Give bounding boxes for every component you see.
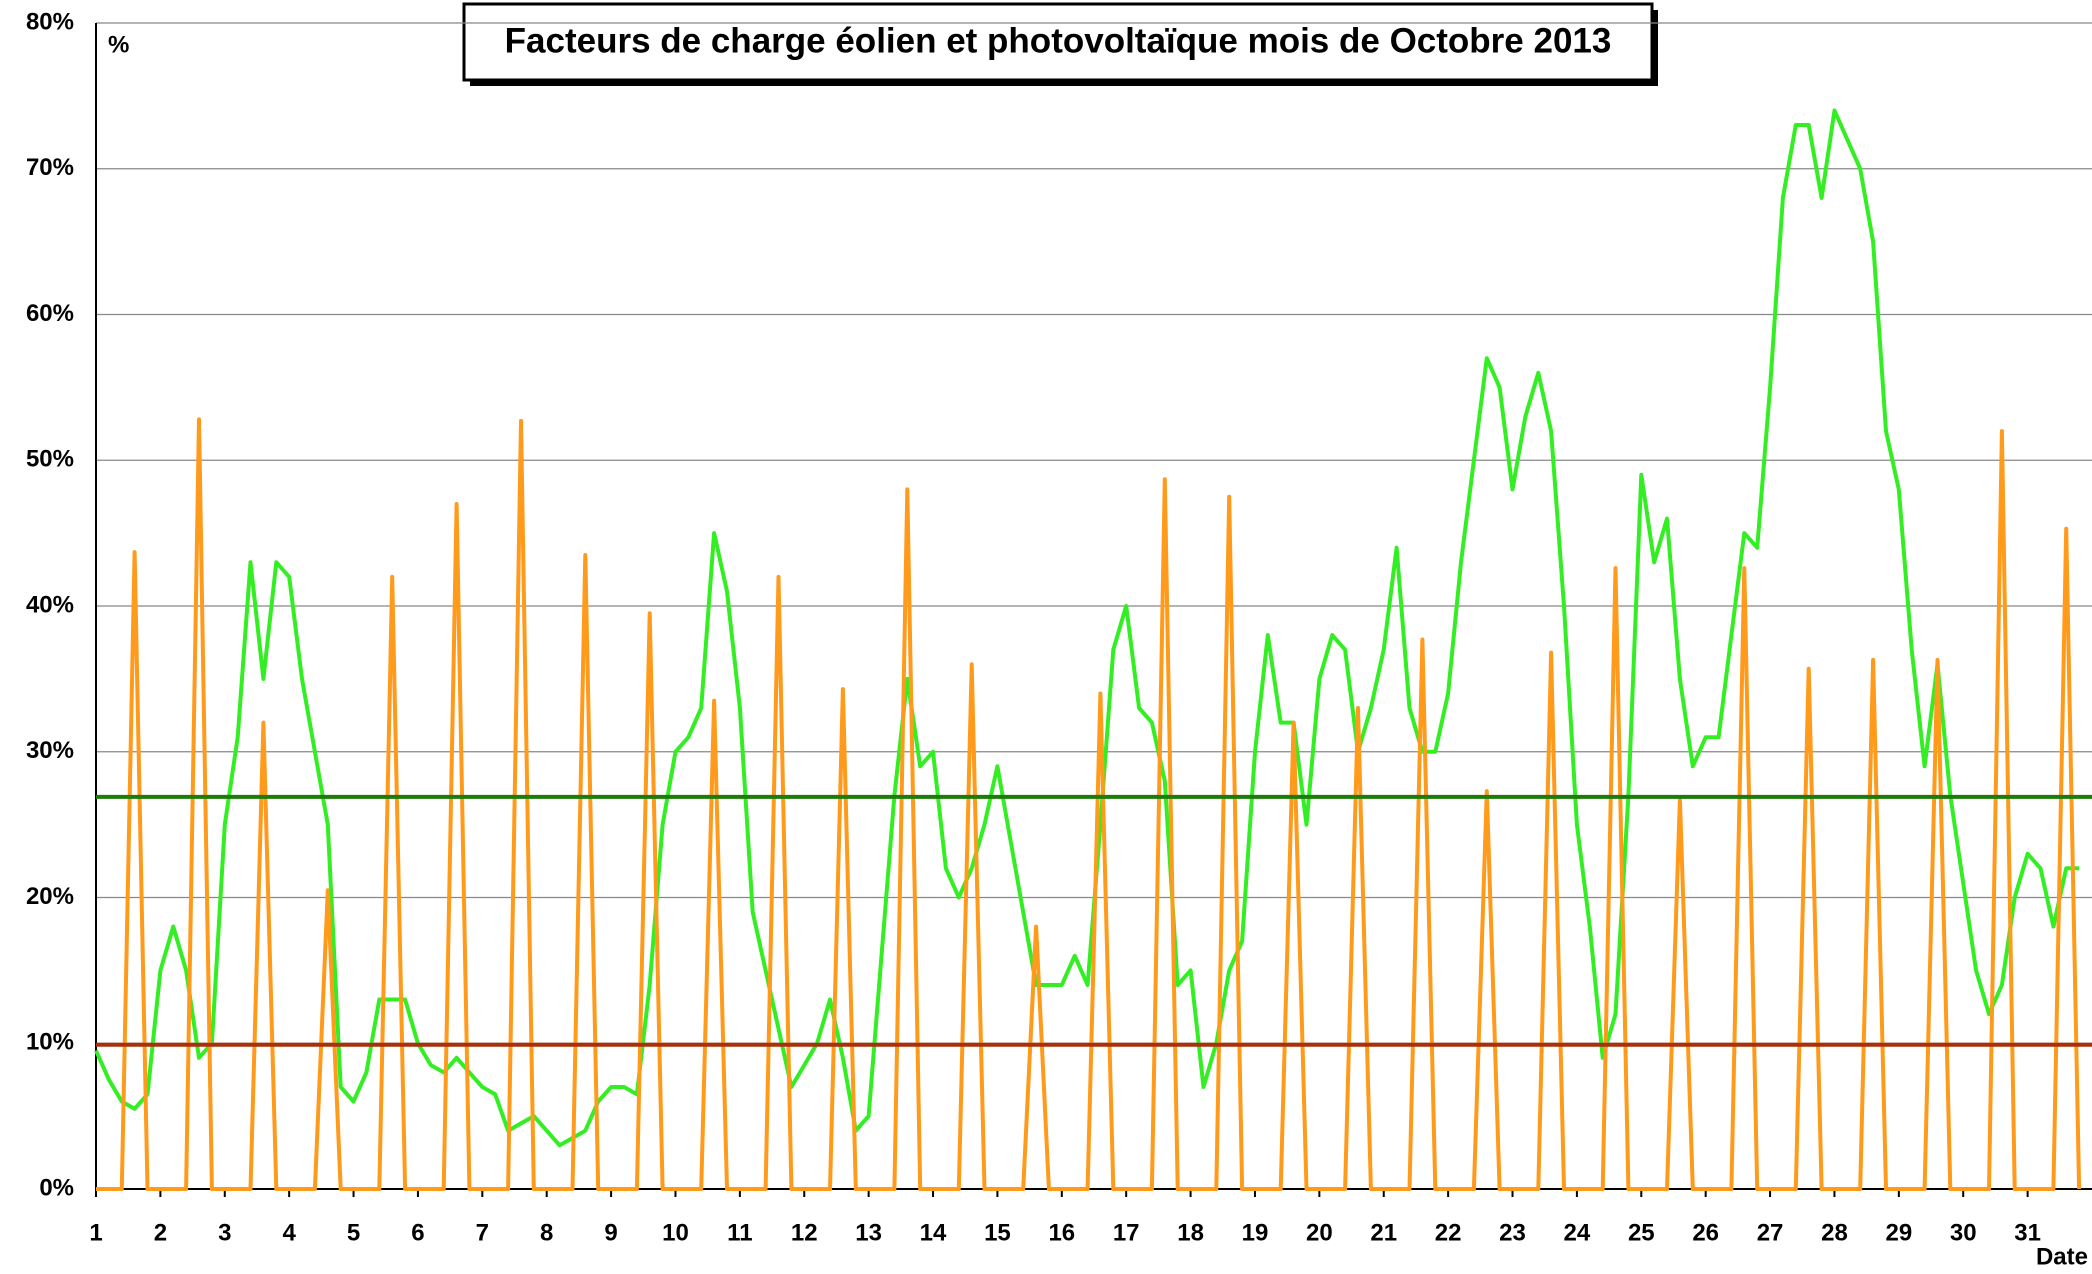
x-tick-label: 15	[984, 1219, 1011, 1246]
y-axis-label: %	[108, 31, 129, 58]
x-tick-label: 3	[218, 1219, 231, 1246]
x-tick-label: 12	[791, 1219, 818, 1246]
x-tick-label: 29	[1885, 1219, 1912, 1246]
x-tick-label: 9	[604, 1219, 617, 1246]
series-line	[94, 108, 2080, 1148]
x-tick-label: 18	[1177, 1219, 1204, 1246]
x-tick-label: 13	[855, 1219, 882, 1246]
x-tick-label: 22	[1435, 1219, 1462, 1246]
y-tick-label: 20%	[26, 883, 74, 910]
x-tick-label: 2	[154, 1219, 167, 1246]
x-tick-label: 26	[1692, 1219, 1719, 1246]
x-tick-label: 30	[1950, 1219, 1977, 1246]
y-tick-label: 10%	[26, 1029, 74, 1056]
x-tick-label: 1	[89, 1219, 102, 1246]
chart-title: Facteurs de charge éolien et photovoltaï…	[505, 21, 1612, 60]
y-tick-label: 40%	[26, 591, 74, 618]
x-tick-label: 14	[920, 1219, 947, 1246]
title-box	[462, 2, 1654, 82]
x-tick-label: 27	[1757, 1219, 1784, 1246]
y-tick-label: 0%	[39, 1174, 74, 1201]
x-tick-label: 23	[1499, 1219, 1526, 1246]
x-tick-label: 11	[727, 1219, 752, 1246]
x-axis-label: Date	[2036, 1243, 2088, 1270]
x-tick-label: 17	[1113, 1219, 1140, 1246]
x-tick-label: 25	[1628, 1219, 1655, 1246]
x-tick-label: 10	[662, 1219, 689, 1246]
x-tick-label: 6	[411, 1219, 424, 1246]
y-tick-label: 50%	[26, 446, 74, 473]
x-tick-label: 19	[1242, 1219, 1269, 1246]
x-tick-label: 21	[1370, 1219, 1397, 1246]
y-tick-label: 60%	[26, 300, 74, 327]
x-tick-label: 8	[540, 1219, 553, 1246]
x-tick-label: 24	[1564, 1219, 1591, 1246]
x-tick-label: 4	[282, 1219, 296, 1246]
y-tick-label: 70%	[26, 154, 74, 181]
y-tick-label: 30%	[26, 737, 74, 764]
x-tick-label: 7	[476, 1219, 489, 1246]
series-line	[96, 417, 2082, 1191]
y-tick-label: 80%	[26, 8, 74, 35]
x-tick-label: 5	[347, 1219, 360, 1246]
x-tick-label: 16	[1048, 1219, 1075, 1246]
x-tick-label: 20	[1306, 1219, 1333, 1246]
x-tick-label: 28	[1821, 1219, 1848, 1246]
x-tick-label: 31	[2014, 1219, 2041, 1246]
